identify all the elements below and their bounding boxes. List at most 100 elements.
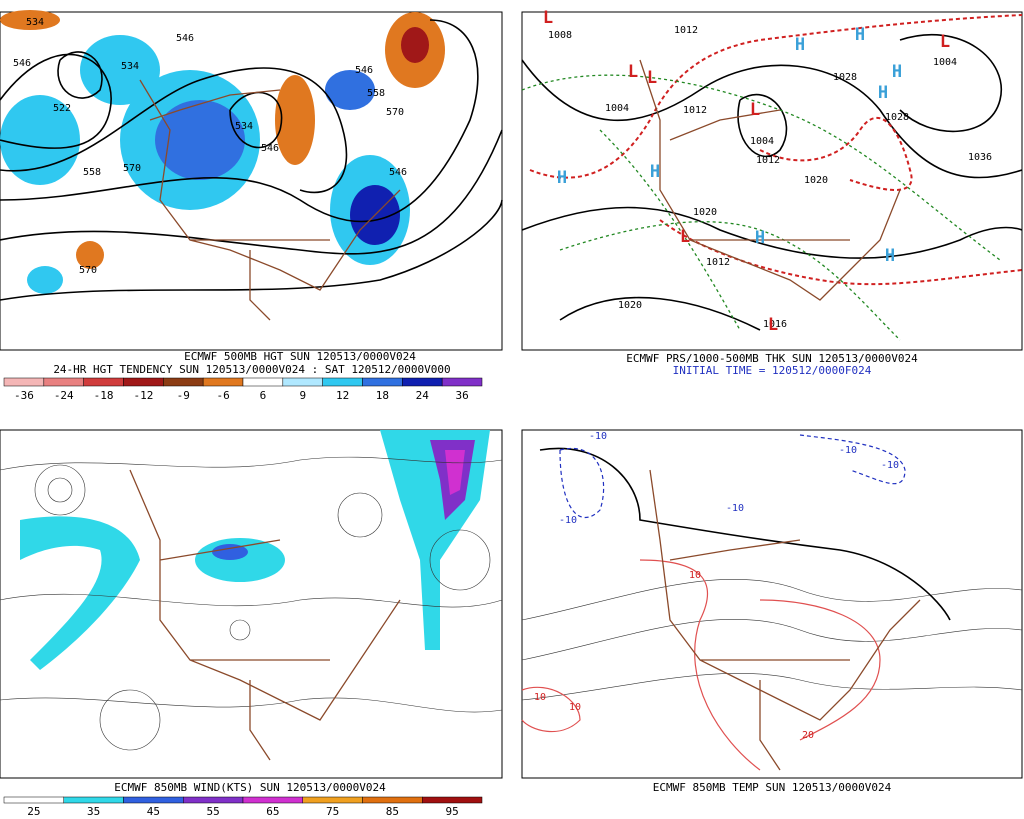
contour-label: 522 bbox=[53, 103, 71, 114]
pressure-center: L bbox=[750, 100, 760, 120]
colorbar-label: 12 bbox=[336, 389, 349, 402]
colorbar-label: 24 bbox=[416, 389, 430, 402]
contour-label: 1004 bbox=[605, 103, 629, 114]
colorbar-swatch bbox=[302, 796, 363, 804]
colorbar-label: 6 bbox=[260, 389, 267, 402]
contour-label: 570 bbox=[386, 107, 404, 118]
pressure-center: H bbox=[795, 35, 805, 55]
colorbar-swatch bbox=[441, 377, 483, 387]
pressure-center: L bbox=[680, 227, 690, 247]
caption: ECMWF 850MB WIND(KTS) SUN 120513/0000V02… bbox=[114, 781, 386, 794]
pressure-center: L bbox=[768, 315, 778, 335]
colorbar-swatch bbox=[43, 377, 84, 387]
contour-label: 534 bbox=[26, 17, 44, 28]
map-frame bbox=[521, 11, 1023, 351]
pressure-center: H bbox=[557, 168, 567, 188]
contour-label: 1012 bbox=[706, 257, 730, 268]
colorbar-label: 18 bbox=[376, 389, 389, 402]
colorbar-swatch bbox=[322, 377, 363, 387]
colorbar-label: 75 bbox=[326, 805, 339, 818]
pressure-center: L bbox=[647, 68, 657, 88]
colorbar-label: 25 bbox=[27, 805, 40, 818]
colorbar-label: -24 bbox=[54, 389, 74, 402]
colorbar-swatch bbox=[422, 796, 483, 804]
pressure-center: H bbox=[855, 25, 865, 45]
pressure-center: L bbox=[940, 32, 950, 52]
colorbar-swatch bbox=[242, 377, 284, 387]
contour-label: 10 bbox=[569, 702, 581, 713]
colorbar-swatch bbox=[202, 377, 244, 387]
contour-label: 546 bbox=[261, 143, 279, 154]
contour-label: 546 bbox=[355, 65, 373, 76]
colorbar-label: 85 bbox=[386, 805, 399, 818]
colorbar-label: 45 bbox=[147, 805, 160, 818]
pressure-center: H bbox=[755, 228, 765, 248]
contour-label: -10 bbox=[559, 515, 577, 526]
contour-label: 1020 bbox=[804, 175, 828, 186]
colorbar: -36 -24 -18 -12 -9 -6 6 9 12 18 24 36 bbox=[3, 377, 483, 402]
colorbar-swatch bbox=[3, 796, 64, 804]
contour-label: 10 bbox=[689, 570, 701, 581]
contour-label: 1020 bbox=[618, 300, 642, 311]
colorbar-label: -9 bbox=[177, 389, 190, 402]
colorbar-swatch bbox=[83, 377, 124, 387]
contour-label: 1020 bbox=[693, 207, 717, 218]
contour-label: 534 bbox=[235, 121, 253, 132]
contour-label: 1028 bbox=[833, 72, 857, 83]
colorbar-swatch bbox=[282, 377, 323, 387]
panel-wind: ECMWF 850MB WIND(KTS) SUN 120513/0000V02… bbox=[0, 429, 503, 818]
colorbar-swatch bbox=[163, 377, 204, 387]
contour-label: 1028 bbox=[885, 112, 909, 123]
contour-label: 558 bbox=[83, 167, 101, 178]
contour-label: 1004 bbox=[750, 136, 774, 147]
caption: 24-HR HGT TENDENCY SUN 120513/0000V024 :… bbox=[53, 363, 450, 376]
caption: ECMWF PRS/1000-500MB THK SUN 120513/0000… bbox=[626, 352, 918, 365]
pressure-center: H bbox=[650, 162, 660, 182]
contour-label: -10 bbox=[726, 503, 744, 514]
contour-label: 1012 bbox=[683, 105, 707, 116]
colorbar-label: -6 bbox=[216, 389, 229, 402]
contour-label: 1012 bbox=[674, 25, 698, 36]
colorbar-swatch bbox=[362, 377, 403, 387]
contour-label: 1012 bbox=[756, 155, 780, 166]
colorbar-swatch bbox=[402, 377, 443, 387]
colorbar-label: 95 bbox=[446, 805, 459, 818]
caption: INITIAL TIME = 120512/0000F024 bbox=[673, 364, 872, 377]
colorbar-label: -36 bbox=[14, 389, 34, 402]
contour-label: 546 bbox=[176, 33, 194, 44]
contour-label: 546 bbox=[389, 167, 407, 178]
pressure-center: H bbox=[885, 246, 895, 266]
colorbar-swatch bbox=[123, 796, 184, 804]
wind-shading bbox=[20, 430, 490, 670]
colorbar-label: 35 bbox=[87, 805, 100, 818]
colorbar-swatch bbox=[183, 796, 244, 804]
colorbar-swatch bbox=[242, 796, 303, 804]
streamlines bbox=[0, 456, 503, 751]
contour-label: 570 bbox=[123, 163, 141, 174]
colorbar-swatch bbox=[3, 377, 45, 387]
colorbar-label: -18 bbox=[94, 389, 114, 402]
contour-label: 1036 bbox=[968, 152, 992, 163]
pressure-center: H bbox=[892, 62, 902, 82]
panel-500mb: 534 546 546 534 522 546 558 570 534 546 … bbox=[0, 10, 503, 402]
contour-label: 20 bbox=[802, 730, 814, 741]
contour-label: 1008 bbox=[548, 30, 572, 41]
colorbar: 25 35 45 55 65 75 85 95 bbox=[3, 796, 483, 818]
colorbar-swatch bbox=[123, 377, 164, 387]
pressure-center: H bbox=[878, 83, 888, 103]
panel-pressure: 1008 1012 1028 1004 1004 1012 1028 1036 … bbox=[521, 8, 1023, 377]
colorbar-swatch bbox=[362, 796, 423, 804]
colorbar-swatch bbox=[63, 796, 124, 804]
contour-label: 558 bbox=[367, 88, 385, 99]
height-contours bbox=[0, 19, 503, 301]
contour-label: -10 bbox=[589, 431, 607, 442]
contour-label: -10 bbox=[839, 445, 857, 456]
colorbar-label: 65 bbox=[266, 805, 279, 818]
pressure-center: L bbox=[628, 62, 638, 82]
contour-label: -10 bbox=[881, 460, 899, 471]
caption: ECMWF 850MB TEMP SUN 120513/0000V024 bbox=[653, 781, 892, 794]
contour-label: 546 bbox=[13, 58, 31, 69]
colorbar-label: -12 bbox=[133, 389, 153, 402]
contour-label: 10 bbox=[534, 692, 546, 703]
